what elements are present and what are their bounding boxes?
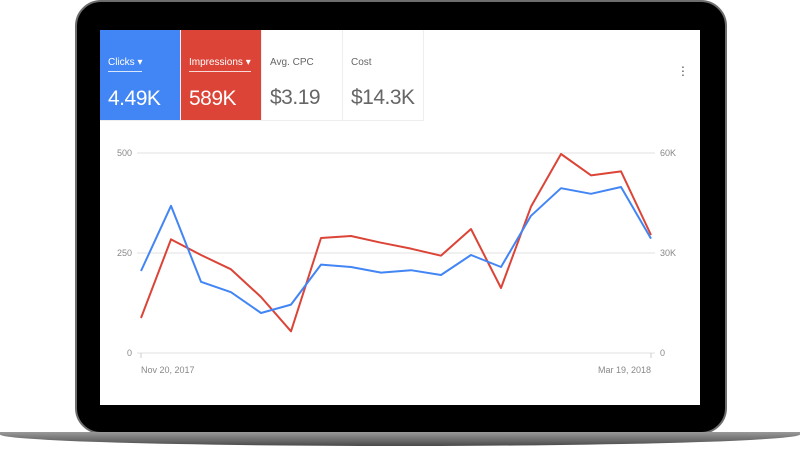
metric-value: $3.19 — [270, 86, 321, 109]
metric-label: Cost — [351, 57, 372, 68]
ads-dashboard: Clicks ▾ 4.49K Impressions ▾ 589K Avg. C… — [100, 30, 700, 405]
metric-card-avg-cpc[interactable]: Avg. CPC $3.19 — [262, 30, 343, 121]
metric-label: Avg. CPC — [270, 57, 314, 68]
laptop-base — [0, 432, 800, 446]
x-axis-tick-end: Mar 19, 2018 — [598, 365, 651, 375]
caret-down-icon: ▾ — [245, 57, 251, 68]
metric-value: 589K — [189, 87, 237, 110]
right-axis-tick: 60K — [660, 148, 676, 158]
left-axis-tick: 500 — [117, 148, 132, 158]
series-line-impressions — [140, 153, 652, 333]
metric-value: 4.49K — [108, 87, 161, 110]
left-axis-tick: 0 — [127, 348, 132, 358]
series-line-clicks — [140, 186, 652, 314]
metric-label[interactable]: Impressions ▾ — [189, 57, 251, 72]
metric-card-impressions[interactable]: Impressions ▾ 589K — [181, 30, 262, 121]
right-axis-tick: 30K — [660, 248, 676, 258]
more-vert-icon[interactable]: · · · — [680, 58, 686, 82]
metric-label[interactable]: Clicks ▾ — [108, 57, 143, 72]
x-axis-tick-start: Nov 20, 2017 — [141, 365, 195, 375]
metric-card-cost[interactable]: Cost $14.3K — [343, 30, 424, 121]
metric-card-clicks[interactable]: Clicks ▾ 4.49K — [100, 30, 181, 121]
line-chart: 0 0 250 30K 500 60K Nov 20, 2017 Mar 19, 2018 — [117, 148, 676, 375]
metric-value: $14.3K — [351, 86, 415, 109]
caret-down-icon: ▾ — [137, 57, 143, 68]
left-axis-tick: 250 — [117, 248, 132, 258]
right-axis-tick: 0 — [660, 348, 665, 358]
